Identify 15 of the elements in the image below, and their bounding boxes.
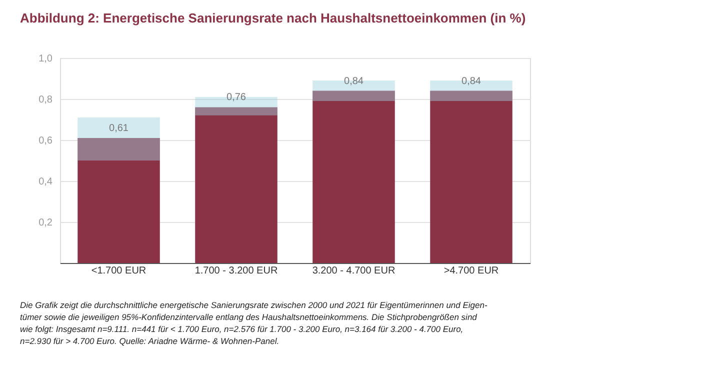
data-label: 0,61 bbox=[109, 122, 129, 134]
x-tick-label: >4.700 EUR bbox=[444, 266, 499, 276]
data-label: 0,84 bbox=[462, 76, 482, 87]
chart-title: Abbildung 2: Energetische Sanierungsrate nach Haushaltsnettoeinkommen (in %) bbox=[20, 10, 526, 26]
y-tick-label: 0,2 bbox=[38, 218, 53, 228]
x-tick-label: 3.200 - 4.700 EUR bbox=[312, 266, 396, 276]
data-label: 0,76 bbox=[226, 92, 246, 104]
y-tick-label: 0,8 bbox=[38, 94, 53, 106]
x-tick-label: 1.700 - 3.200 EUR bbox=[194, 266, 278, 276]
x-tick-label: <1.700 EUR bbox=[91, 266, 146, 276]
y-tick-label: 1,0 bbox=[38, 54, 53, 64]
data-label: 0,84 bbox=[344, 76, 364, 87]
y-tick-label: 0,6 bbox=[38, 136, 53, 146]
y-tick-label: 0,4 bbox=[38, 176, 53, 188]
text: Die Grafik zeigt die durchschnittliche energetische Sanierungsrate zwischen 2000 und 2021 für Eigentümerinnen und Eigen- tümer sowie die jeweiligen 95%-Konfidenzintervalle entlang des Haushaltsnettoeinkommens. Die Stichprobengrößen sind wie folgt: Insgesamt n=9.111. n=441 für < 1.700 Euro, n=2.576 für 1.700 - 3.200 Euro, n=3.164 für 3.200 - 4.700 Euro, n=2.930 für > 4.700 Euro. Quelle: Ariadne Wärme- & Wohnen-Panel. bbox=[20, 300, 488, 346]
